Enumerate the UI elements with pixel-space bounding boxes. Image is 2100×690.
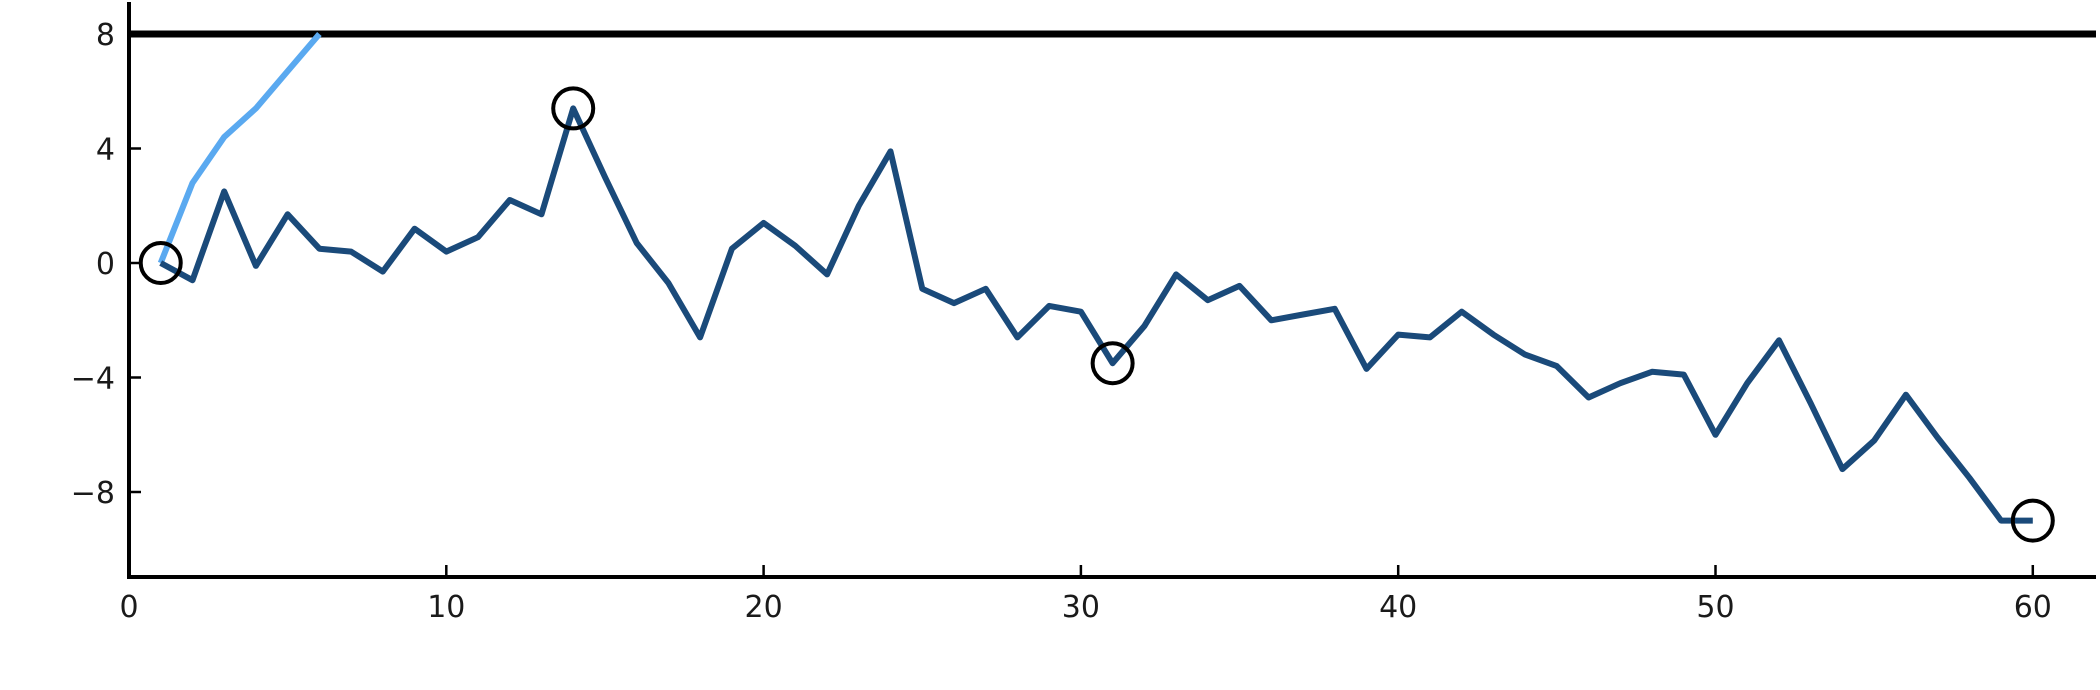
y-tick-label: −4 [71,362,115,397]
y-tick-label: −8 [71,476,115,511]
x-tick-label: 0 [119,590,138,625]
series-line-2 [157,32,322,265]
x-tick-label: 10 [427,590,465,625]
series-layer [157,32,2033,524]
x-tick-label: 60 [2014,590,2052,625]
marker-layer [138,86,2055,543]
highlight-marker [2010,498,2055,543]
series-line-1 [159,105,2033,524]
x-tick-label: 20 [745,590,783,625]
y-tick-label: 4 [96,133,115,168]
x-tick-label: 50 [1696,590,1734,625]
x-tick-label: 30 [1062,590,1100,625]
axes [127,2,2096,579]
highlight-marker [551,86,596,131]
x-tick-label: 40 [1379,590,1417,625]
y-tick-label: 0 [96,247,115,282]
y-tick-label: 8 [96,18,115,53]
highlight-marker [1090,341,1135,386]
